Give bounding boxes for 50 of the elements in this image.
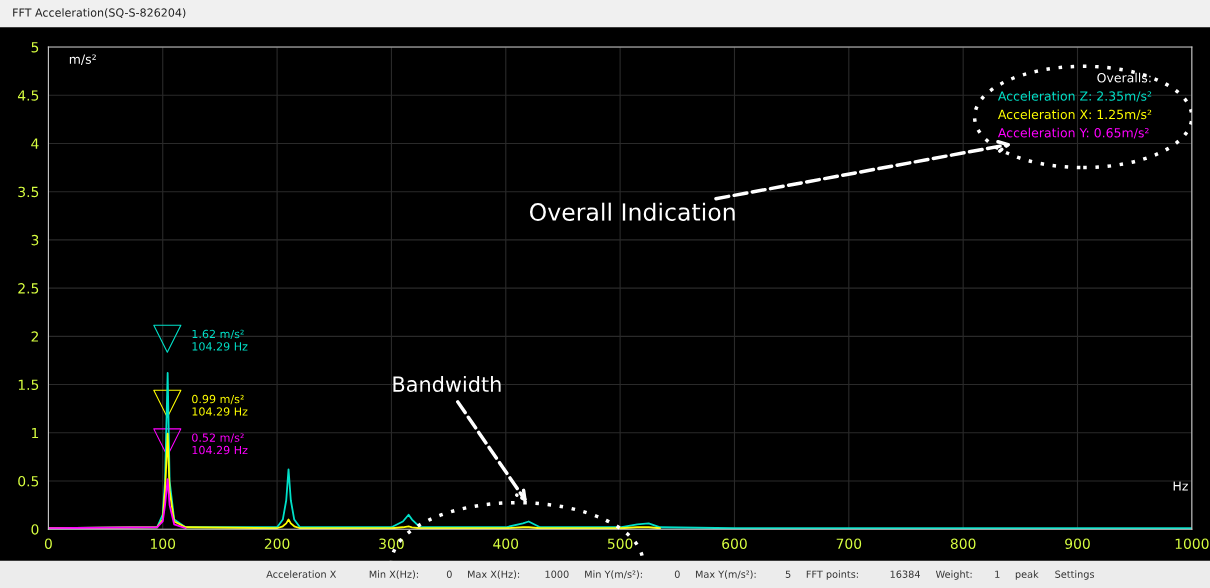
text: Settings [1055,570,1095,580]
y-tick-label: 4.5 [17,90,39,101]
annotation: Bandwidth [393,375,501,393]
annotation: Overall Indication [529,202,735,221]
text: 0 [446,570,452,578]
text: Max Y(m/s²): [695,570,756,580]
y-tick-label: 1.5 [18,379,39,391]
x-tick-label: 100 [151,538,176,549]
y-tick-label: 0.5 [18,475,39,487]
text: Min Y(m/s²): [585,570,642,580]
text: Min X(Hz): [369,570,418,580]
chart-title: FFT Acceleration(SQ-S-826204) [13,8,186,19]
x-axis-title: Hz [1173,481,1188,491]
text: 1 [995,570,1000,578]
text: Acceleration Y: 0.65m/s² [997,127,1149,139]
y-axis-title: m/s² [69,54,96,65]
text: peak [1015,570,1039,580]
y-tick-label: 2.5 [18,283,39,294]
x-tick-label: 400 [493,538,519,549]
y-tick-label: 0 [31,524,39,535]
text: 1000 [545,570,569,578]
text: FFT points: [806,570,858,580]
x-tick-label: 700 [836,538,862,549]
x-tick-label: 800 [950,538,976,549]
x-tick-label: 300 [379,538,404,549]
text: Acceleration X: 1.25m/s² [997,109,1152,121]
x-tick-label: 0 [44,538,52,549]
x-tick-label: 200 [264,538,290,549]
y-tick-label: 4 [31,138,39,149]
legend-title: Overalls: [1097,72,1151,83]
text: Weight: [935,570,972,580]
text: Acceleration X [266,570,337,578]
text: 16384 [890,570,920,578]
x-tick-label: 600 [722,538,747,549]
line-series [48,478,187,530]
text: Max X(Hz): [468,570,520,580]
text: 5 [785,570,791,578]
x-tick-label: 500 [607,538,633,549]
x-tick-label: 1000 [1175,538,1209,549]
y-tick-label: 2 [31,331,38,342]
text: 0 [674,570,680,578]
annotation: 0.99 m/s² 104.29 Hz [192,394,248,416]
y-tick-label: 1 [32,427,39,439]
text: Acceleration Z: 2.35m/s² [997,91,1152,102]
annotation: 0.52 m/s² 104.29 Hz [192,433,248,455]
y-tick-label: 3 [31,234,39,246]
annotation: 1.62 m/s² 104.29 Hz [192,329,248,351]
y-tick-label: 3.5 [18,186,39,198]
y-tick-label: 5 [31,42,39,53]
x-tick-label: 900 [1065,538,1090,549]
